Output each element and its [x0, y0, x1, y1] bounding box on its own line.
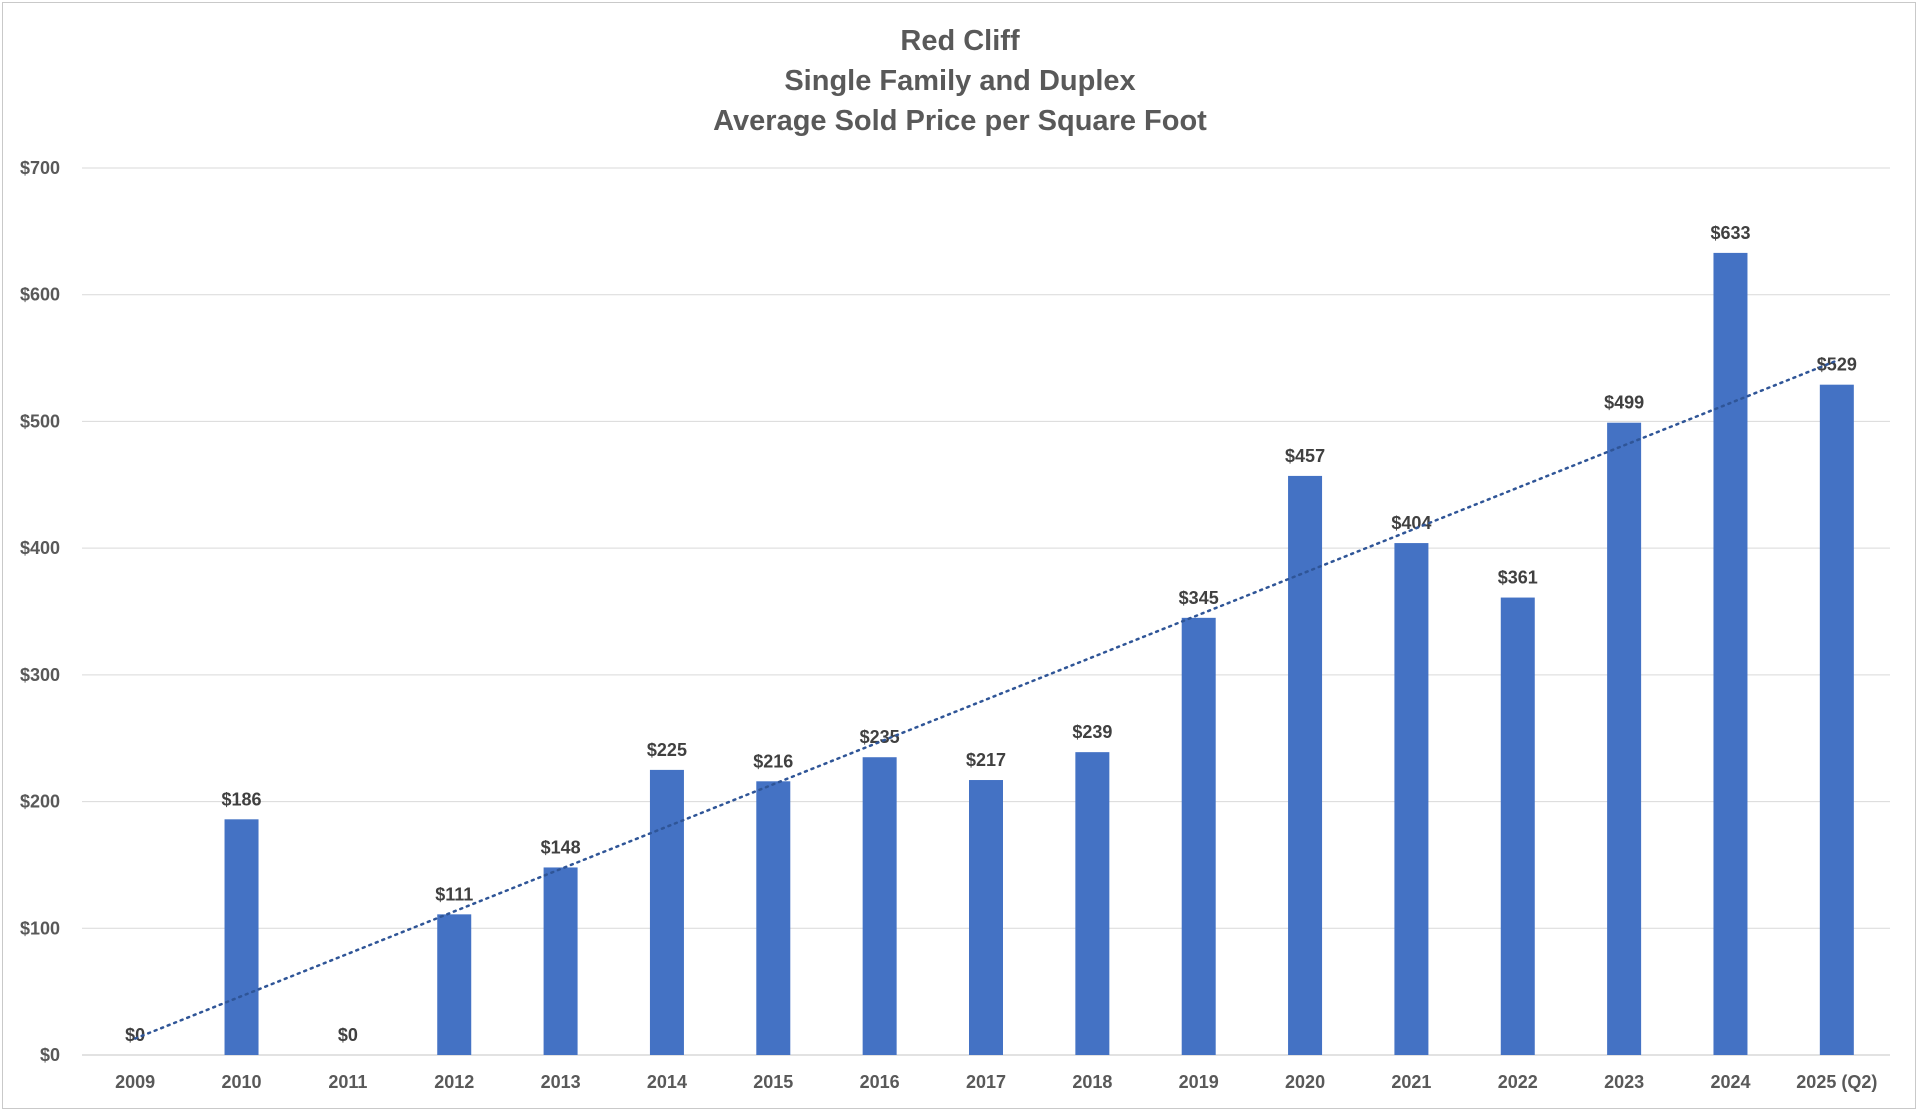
- x-tick-label: 2009: [115, 1072, 155, 1092]
- data-label: $404: [1391, 513, 1431, 533]
- bar-2020: [1288, 475, 1323, 1055]
- data-label: $0: [125, 1025, 145, 1045]
- x-tick-label: 2011: [328, 1072, 367, 1092]
- x-tick-label: 2024: [1710, 1072, 1750, 1092]
- x-tick-label: 2014: [647, 1072, 687, 1092]
- chart-title: Red Cliff Single Family and Duplex Average…: [713, 25, 1207, 137]
- x-tick-label: 2023: [1604, 1072, 1644, 1092]
- data-label: $499: [1604, 393, 1644, 413]
- chart-title-line-1: Red Cliff: [900, 25, 1020, 57]
- data-label: $345: [1179, 588, 1219, 608]
- bar-2022: [1500, 597, 1535, 1055]
- chart-title-line-3: Average Sold Price per Square Foot: [713, 105, 1207, 137]
- data-label: $239: [1072, 722, 1112, 742]
- x-tick-label: 2022: [1498, 1072, 1538, 1092]
- data-label: $361: [1498, 568, 1538, 588]
- bar-2025-Q2: [1819, 384, 1854, 1056]
- x-tick-label: 2012: [434, 1072, 474, 1092]
- bar-2019: [1181, 617, 1216, 1055]
- bar-2013: [543, 867, 578, 1055]
- y-tick-label: $600: [20, 285, 60, 305]
- x-tick-label: 2021: [1391, 1072, 1431, 1092]
- x-tick-label: 2019: [1179, 1072, 1219, 1092]
- bar-2014: [649, 769, 684, 1055]
- y-tick-label: $500: [20, 411, 60, 431]
- y-tick-label: $700: [20, 158, 60, 178]
- data-label: $186: [222, 789, 262, 809]
- bar-2023: [1607, 422, 1642, 1056]
- data-label: $225: [647, 740, 687, 760]
- x-tick-label: 2013: [541, 1072, 581, 1092]
- x-tick-label: 2010: [222, 1072, 262, 1092]
- y-tick-label: $100: [20, 918, 60, 938]
- bar-2017: [969, 780, 1003, 1055]
- y-tick-label: $400: [20, 538, 60, 558]
- chart-title-line-2: Single Family and Duplex: [784, 65, 1135, 97]
- data-label: $216: [753, 751, 793, 771]
- data-label: $457: [1285, 446, 1325, 466]
- data-label: $529: [1817, 355, 1857, 375]
- data-label: $0: [338, 1025, 358, 1045]
- gridlines: [82, 167, 1890, 1056]
- bar-2018: [1075, 752, 1110, 1055]
- trendline: [133, 359, 1839, 1040]
- x-tick-label: 2020: [1285, 1072, 1325, 1092]
- data-labels: $0 $186 $0 $111 $148 $225 $216 $235 $217 $239 $345…: [125, 223, 1857, 1045]
- y-axis-ticks: $0 $100 $200 $300 $400 $500 $600 $700: [20, 158, 60, 1065]
- bar-2024: [1713, 252, 1748, 1056]
- bar-2015: [756, 781, 791, 1055]
- bar-2010: [224, 819, 259, 1055]
- y-tick-label: $300: [20, 665, 60, 685]
- x-tick-label: 2016: [860, 1072, 900, 1092]
- trendline-line: [133, 359, 1839, 1040]
- data-label: $217: [966, 750, 1006, 770]
- x-axis-ticks: 2009 2010 2011 2012 2013 2014 2015 2016 2017 2018…: [115, 1072, 1877, 1092]
- bar-2012: [437, 914, 472, 1055]
- y-tick-label: $0: [40, 1045, 60, 1065]
- bars: [224, 252, 1854, 1056]
- x-tick-label: 2017: [966, 1072, 1006, 1092]
- data-label: $235: [860, 727, 900, 747]
- x-tick-label: 2025 (Q2): [1796, 1072, 1877, 1092]
- x-tick-label: 2018: [1072, 1072, 1112, 1092]
- x-tick-label: 2015: [753, 1072, 793, 1092]
- data-label: $111: [435, 884, 473, 904]
- data-label: $148: [541, 837, 581, 857]
- bar-2016: [862, 757, 897, 1055]
- data-label: $633: [1710, 223, 1750, 243]
- bar-2021: [1394, 543, 1429, 1055]
- y-tick-label: $200: [20, 792, 60, 812]
